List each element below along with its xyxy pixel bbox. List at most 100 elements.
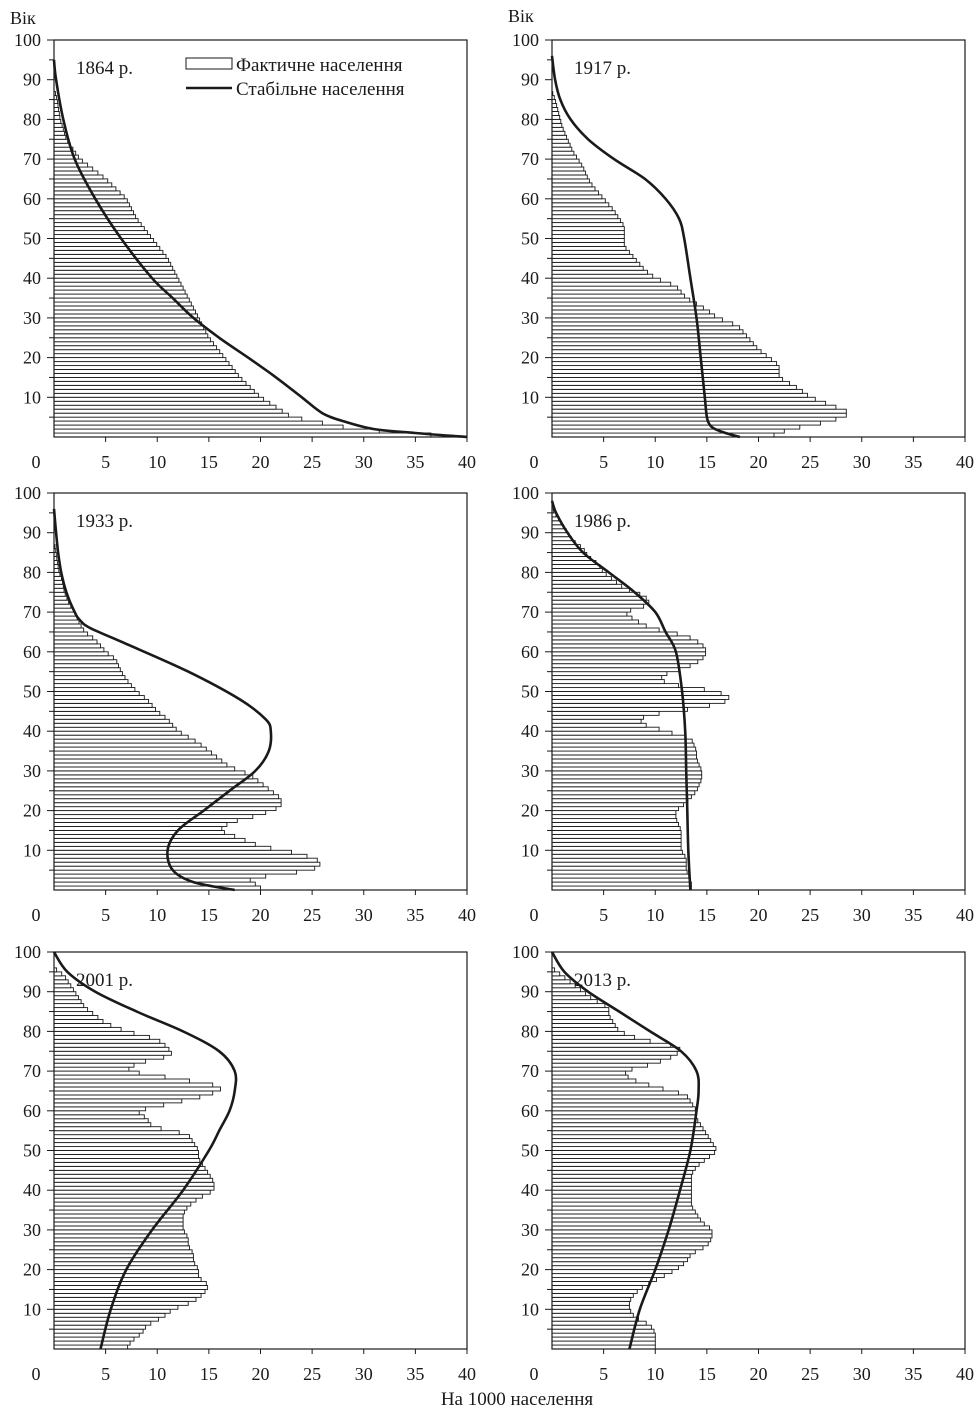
bar bbox=[551, 1241, 709, 1247]
bar bbox=[551, 1217, 701, 1223]
bar bbox=[53, 766, 236, 772]
bar bbox=[53, 369, 236, 374]
bar bbox=[53, 245, 161, 251]
bar bbox=[551, 607, 632, 613]
bar bbox=[551, 822, 679, 827]
bar bbox=[551, 396, 816, 402]
bar bbox=[53, 841, 256, 847]
bar bbox=[53, 1122, 152, 1128]
bar bbox=[53, 261, 172, 267]
y-tick-label: 60 bbox=[23, 642, 41, 662]
y-tick-label: 30 bbox=[23, 308, 41, 328]
y-tick-label: 100 bbox=[14, 483, 41, 503]
bar bbox=[551, 782, 700, 788]
bar bbox=[53, 182, 113, 188]
bar bbox=[551, 540, 576, 546]
x-tick-label: 0 bbox=[32, 1364, 41, 1384]
bar bbox=[53, 114, 61, 120]
bar bbox=[551, 1157, 705, 1163]
bar bbox=[53, 853, 308, 859]
bar bbox=[53, 1154, 199, 1159]
bar bbox=[551, 150, 575, 156]
bar bbox=[53, 317, 201, 323]
x-tick-label: 35 bbox=[904, 1364, 922, 1384]
bar bbox=[53, 1157, 201, 1163]
bar bbox=[53, 683, 132, 689]
bar bbox=[551, 341, 754, 347]
bar bbox=[551, 210, 616, 216]
y-tick-label: 100 bbox=[14, 942, 41, 962]
bar bbox=[53, 1225, 184, 1231]
bar bbox=[53, 1324, 147, 1330]
bar bbox=[53, 321, 203, 327]
bar bbox=[53, 1062, 135, 1068]
bar bbox=[53, 1023, 112, 1028]
y-tick-label: 90 bbox=[521, 70, 539, 90]
bar bbox=[53, 353, 224, 359]
bar bbox=[551, 1078, 637, 1084]
bar bbox=[551, 762, 700, 768]
bar bbox=[53, 138, 69, 144]
bar bbox=[551, 376, 784, 382]
bar bbox=[551, 595, 647, 601]
stable-population-curve bbox=[52, 59, 468, 439]
bar bbox=[53, 631, 89, 637]
bar bbox=[551, 1265, 679, 1271]
bar bbox=[551, 1189, 692, 1195]
x-tick-label: 15 bbox=[698, 905, 716, 925]
bar bbox=[551, 627, 660, 633]
bar bbox=[551, 114, 561, 120]
bar bbox=[551, 718, 642, 724]
bar bbox=[551, 265, 644, 271]
bar bbox=[53, 679, 129, 685]
bar bbox=[53, 253, 167, 259]
panel-title: 2013 р. bbox=[574, 970, 631, 991]
legend-actual-swatch bbox=[185, 57, 233, 70]
bar bbox=[551, 138, 569, 144]
bar bbox=[53, 345, 218, 351]
bar bbox=[53, 1054, 165, 1060]
bar bbox=[551, 293, 685, 299]
bar bbox=[53, 1300, 189, 1306]
bar bbox=[53, 818, 238, 823]
bar bbox=[551, 253, 634, 259]
panel-title: 1986 р. bbox=[574, 511, 631, 532]
bar bbox=[53, 257, 170, 263]
y-tick-label: 20 bbox=[23, 1260, 41, 1280]
bar bbox=[551, 1042, 672, 1048]
bar bbox=[551, 790, 696, 796]
bar bbox=[551, 1054, 672, 1060]
bar bbox=[551, 754, 697, 760]
bar bbox=[551, 1193, 692, 1199]
bar bbox=[551, 329, 744, 335]
bar bbox=[551, 1023, 616, 1028]
bar bbox=[53, 774, 254, 780]
bar bbox=[551, 1233, 713, 1239]
bar bbox=[53, 1165, 206, 1171]
y-tick-label: 80 bbox=[521, 562, 539, 582]
bar bbox=[53, 118, 62, 124]
bar bbox=[53, 742, 202, 748]
bar bbox=[551, 639, 699, 645]
bar bbox=[551, 1038, 651, 1044]
bar bbox=[53, 770, 246, 776]
bar bbox=[551, 1197, 692, 1203]
bar bbox=[551, 802, 685, 808]
bar bbox=[53, 722, 174, 728]
x-tick-label: 25 bbox=[801, 452, 819, 472]
bar bbox=[53, 833, 236, 839]
chart-panel-1: 10 20 30 40 50 60 70 80 90 100 0 5 10 15 20 25 30 35 40 186… bbox=[14, 30, 476, 472]
bar bbox=[53, 337, 211, 343]
bar bbox=[551, 1296, 632, 1302]
bar bbox=[551, 126, 564, 132]
bar bbox=[551, 778, 702, 784]
bar bbox=[53, 591, 66, 597]
y-tick-label: 40 bbox=[521, 721, 539, 741]
bar bbox=[551, 420, 821, 426]
bar bbox=[551, 766, 702, 772]
y-tick-label: 90 bbox=[23, 70, 41, 90]
bar bbox=[551, 118, 562, 124]
bar bbox=[551, 647, 707, 653]
y-tick-label: 40 bbox=[23, 1180, 41, 1200]
bar bbox=[551, 587, 630, 593]
